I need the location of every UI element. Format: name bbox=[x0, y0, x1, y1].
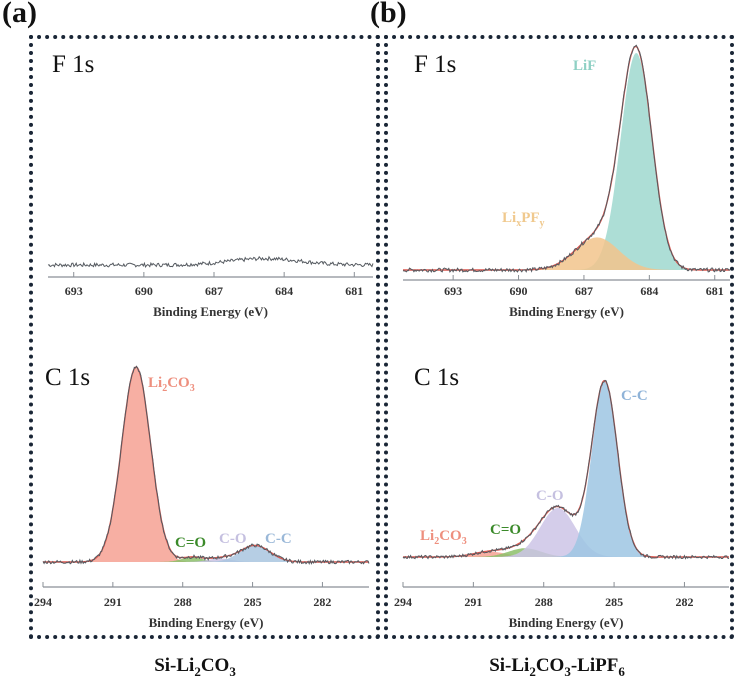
x-tick-label: 687 bbox=[205, 284, 223, 298]
chart-b-C1s: 294 291 288 285 282 Binding Energy (eV) C 1s Li… bbox=[394, 364, 730, 630]
x-axis-label: Binding Energy (eV) bbox=[509, 304, 624, 319]
label-C-O: C-O bbox=[536, 488, 564, 504]
panel-a-frame bbox=[29, 35, 380, 639]
caption-b-text: CO bbox=[535, 655, 565, 676]
raw-spectrum bbox=[42, 365, 370, 566]
chart-title: F 1s bbox=[52, 51, 94, 78]
label-C-C: C-C bbox=[265, 531, 292, 547]
caption-b-sub: 2 bbox=[529, 663, 536, 679]
component-Li2CO3 bbox=[43, 367, 369, 562]
x-tick-label: 288 bbox=[535, 595, 553, 609]
panel-a-letter: (a) bbox=[2, 0, 37, 29]
raw-spectrum bbox=[402, 379, 730, 560]
fit-envelope bbox=[403, 45, 730, 271]
component-C-O bbox=[43, 558, 369, 562]
x-tick-label: 294 bbox=[34, 595, 52, 609]
caption-b-text: Si-Li bbox=[489, 655, 530, 676]
chart-title: C 1s bbox=[45, 364, 90, 391]
x-tick-label: 282 bbox=[675, 595, 693, 609]
x-tick-label: 282 bbox=[313, 595, 331, 609]
x-tick-label: 681 bbox=[345, 284, 363, 298]
label-LiF: LiF bbox=[573, 58, 596, 74]
chart-title: C 1s bbox=[414, 364, 459, 391]
x-tick-label: 291 bbox=[104, 595, 122, 609]
label-C-C: C-C bbox=[621, 388, 648, 404]
caption-a-sub: 2 bbox=[194, 663, 201, 679]
x-tick-label: 285 bbox=[605, 595, 623, 609]
caption-b: Si-Li2CO3-LiPF6 bbox=[407, 655, 707, 680]
caption-a-text: Si-Li bbox=[154, 655, 195, 676]
label-C=O: C=O bbox=[490, 522, 521, 538]
chart-a-F1s: 693 690 687 684 681 Binding Energy (eV) F 1s bbox=[47, 51, 374, 319]
x-axis-label: Binding Energy (eV) bbox=[509, 615, 624, 630]
x-axis-label: Binding Energy (eV) bbox=[149, 615, 264, 630]
x-axis-label: Binding Energy (eV) bbox=[153, 304, 268, 319]
x-tick-label: 291 bbox=[464, 595, 482, 609]
x-tick-label: 294 bbox=[394, 595, 412, 609]
raw-spectrum bbox=[402, 44, 731, 273]
x-tick-label: 285 bbox=[244, 595, 262, 609]
label-Li2CO3: Li2CO3 bbox=[148, 375, 195, 394]
caption-b-sub: 3 bbox=[564, 663, 571, 679]
label-C=O: C=O bbox=[175, 535, 206, 551]
fit-envelope bbox=[43, 366, 369, 563]
x-tick-label: 684 bbox=[640, 284, 658, 298]
caption-b-sub: 6 bbox=[618, 663, 625, 679]
x-tick-label: 690 bbox=[510, 284, 528, 298]
raw-spectrum bbox=[47, 255, 374, 268]
component-LiF bbox=[403, 53, 730, 270]
x-tick-label: 687 bbox=[575, 284, 593, 298]
component-LixPFy bbox=[403, 237, 730, 270]
x-tick-label: 681 bbox=[706, 284, 724, 298]
component-C-O bbox=[403, 508, 729, 557]
caption-b-text: -LiPF bbox=[570, 655, 619, 676]
panel-b-frame bbox=[384, 35, 734, 639]
x-tick-label: 690 bbox=[135, 284, 153, 298]
panel-b-letter: (b) bbox=[370, 0, 407, 29]
chart-title: F 1s bbox=[414, 51, 456, 78]
chart-b-F1s: 693 690 687 684 681 Binding Energy (eV) F 1s Li… bbox=[402, 44, 731, 319]
caption-a-sub: 3 bbox=[229, 663, 236, 679]
x-tick-label: 693 bbox=[444, 284, 462, 298]
label-LixPFy: LixPFy bbox=[502, 210, 545, 229]
caption-a: Si-Li2CO3 bbox=[45, 655, 345, 680]
x-tick-label: 684 bbox=[275, 284, 293, 298]
label-C-O: C-O bbox=[219, 531, 247, 547]
x-tick-label: 288 bbox=[174, 595, 192, 609]
chart-a-C1s: 294 291 288 285 282 Binding Energy (eV) C 1s Li… bbox=[34, 364, 370, 630]
x-tick-label: 693 bbox=[65, 284, 83, 298]
label-Li2CO3: Li2CO3 bbox=[420, 528, 467, 547]
caption-a-text: CO bbox=[200, 655, 230, 676]
